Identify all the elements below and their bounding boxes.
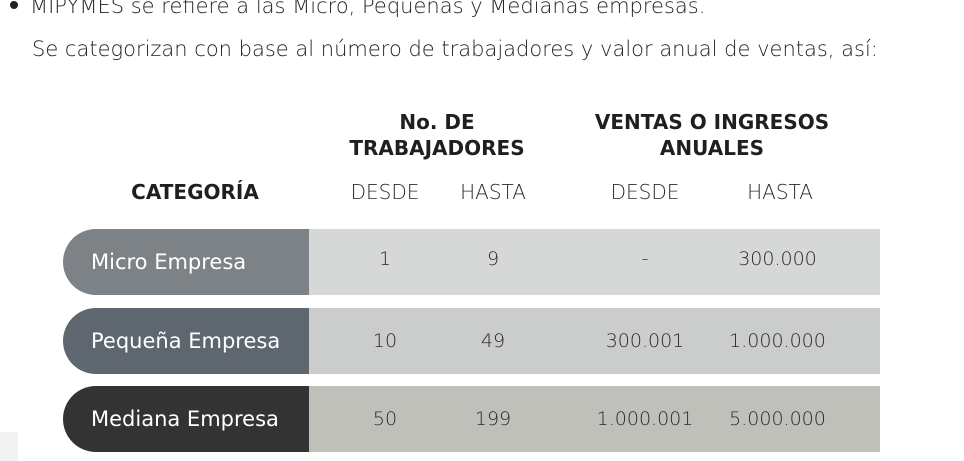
row-band	[309, 229, 880, 295]
subheader-workers-from: DESDE	[350, 180, 420, 204]
category-label: Micro Empresa	[63, 229, 309, 295]
sales-from-cell: 1.000.001	[596, 408, 694, 430]
sales-to-cell: 1.000.000	[729, 330, 826, 352]
header-workers: No. DE TRABAJADORES	[349, 110, 525, 160]
bullet-icon	[10, 1, 18, 9]
intro-text-1: MIPYMES se refiere a las Micro, Pequeñas…	[30, 0, 706, 18]
subheader-sales-from: DESDE	[610, 180, 680, 204]
sales-from-cell: -	[641, 248, 649, 270]
sales-to-cell: 300.000	[738, 248, 817, 270]
workers-from-cell: 10	[372, 330, 398, 352]
row-band	[309, 308, 880, 374]
subheader-sales-to: HASTA	[747, 180, 813, 204]
workers-to-cell: 9	[486, 248, 500, 270]
sales-from-cell: 300.001	[605, 330, 685, 352]
intro-text-2: Se categorizan con base al número de tra…	[32, 37, 878, 61]
sales-to-cell: 5.000.000	[729, 408, 826, 430]
workers-from-cell: 1	[378, 248, 392, 270]
workers-to-cell: 49	[480, 330, 506, 352]
workers-from-cell: 50	[372, 408, 398, 430]
table-row-mediana: Mediana Empresa 50 199 1.000.001 5.000.0…	[63, 386, 880, 452]
category-label: Mediana Empresa	[63, 386, 309, 452]
bullet-icon	[10, 42, 20, 56]
subheader-workers-to: HASTA	[460, 180, 526, 204]
header-sales: VENTAS O INGRESOS ANUALES	[594, 110, 830, 160]
table-row-micro: Micro Empresa 1 9 - 300.000	[63, 229, 880, 295]
workers-to-cell: 199	[474, 408, 512, 430]
header-category: CATEGORÍA	[131, 180, 259, 204]
row-band	[309, 386, 880, 452]
intro-line-2: Se categorizan con base al número de tra…	[10, 36, 878, 62]
category-label: Pequeña Empresa	[63, 308, 309, 374]
intro-line-1: MIPYMES se refiere a las Micro, Pequeñas…	[10, 0, 705, 19]
corner-decoration	[0, 432, 18, 461]
table-row-pequena: Pequeña Empresa 10 49 300.001 1.000.000	[63, 308, 880, 374]
